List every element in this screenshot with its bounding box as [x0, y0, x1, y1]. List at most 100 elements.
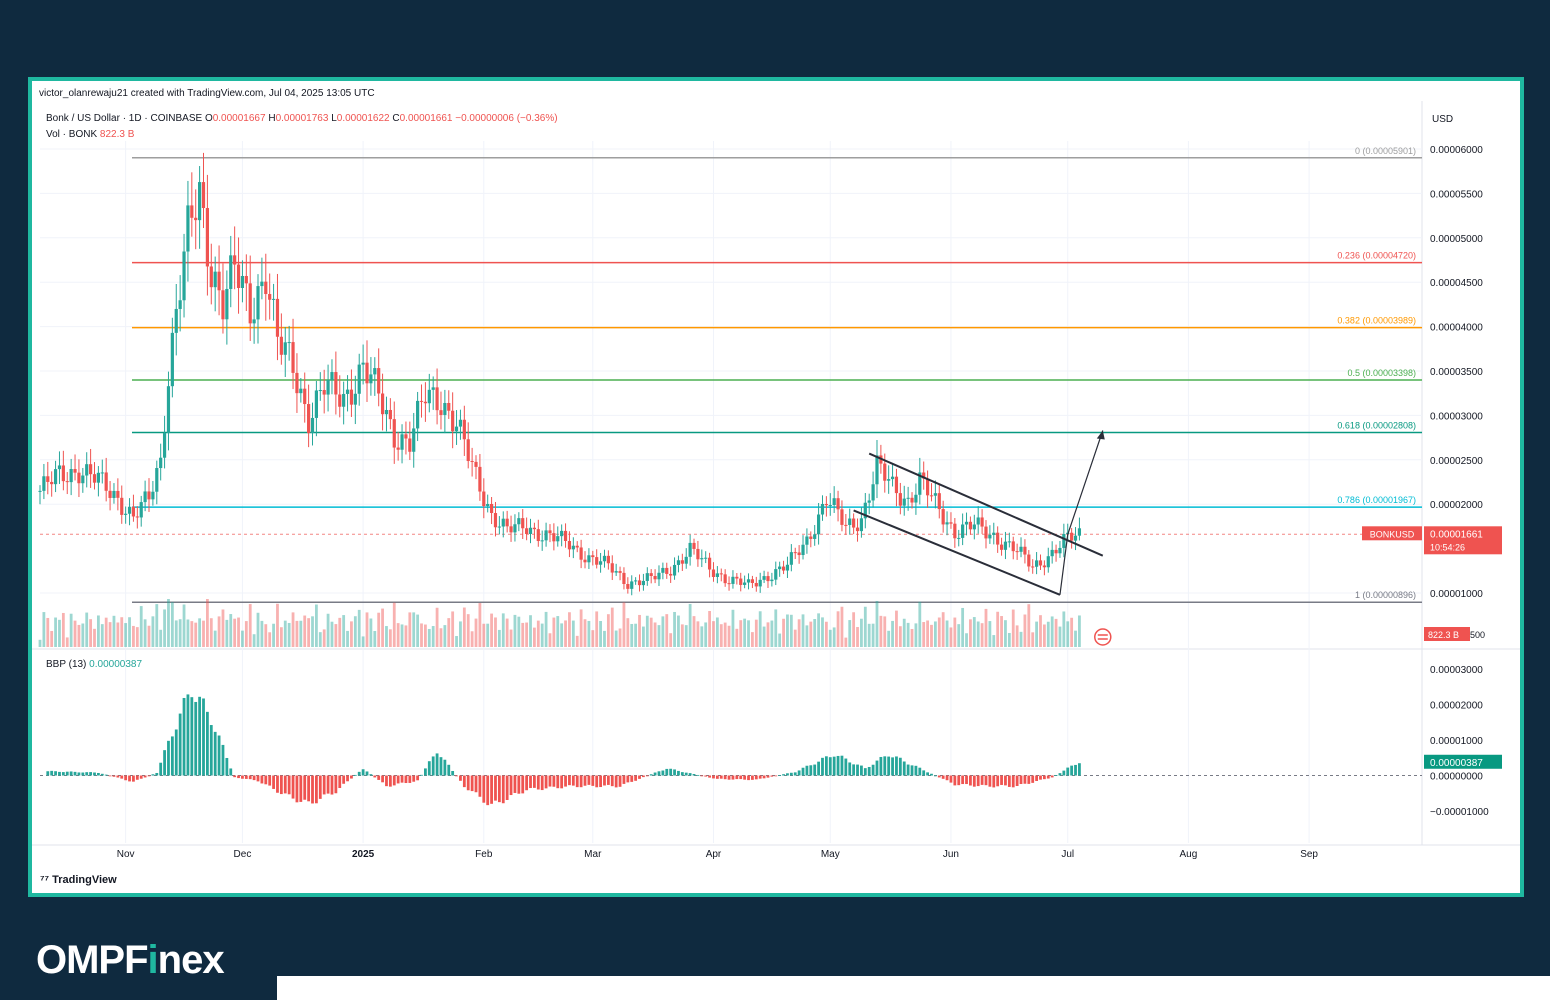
- bbp-bar: [178, 713, 182, 776]
- x-tick-label: Nov: [117, 849, 135, 860]
- bbp-bar: [719, 775, 723, 779]
- volume-bar: [930, 624, 933, 647]
- volume-bar: [860, 618, 863, 647]
- candle-body: [489, 503, 494, 514]
- bbp-bar: [190, 697, 194, 776]
- candle-body: [1050, 549, 1054, 557]
- volume-bar: [533, 627, 536, 647]
- candle-body: [295, 372, 299, 394]
- bbp-bar: [388, 775, 392, 787]
- bbp-bar: [205, 711, 209, 776]
- bbp-bar: [887, 756, 891, 776]
- volume-bar: [279, 627, 283, 647]
- candle-body: [933, 493, 937, 496]
- volume-bar: [603, 630, 606, 647]
- bbp-bar: [809, 765, 813, 776]
- bbp-bar: [727, 775, 731, 780]
- bbp-bar: [778, 775, 782, 776]
- bbp-badge-bg: [1424, 754, 1502, 769]
- candle-body: [996, 532, 1000, 545]
- volume-bar: [595, 611, 599, 647]
- bbp-bar: [373, 775, 377, 778]
- volume-bar: [272, 623, 275, 647]
- volume-bar: [844, 637, 848, 647]
- candle-body: [976, 517, 980, 525]
- volume-bar: [470, 631, 474, 647]
- bbp-bar: [529, 775, 532, 789]
- volume-bar: [155, 604, 159, 647]
- candle-body: [852, 518, 856, 528]
- bbp-bar: [276, 775, 279, 793]
- bbp-bar: [209, 725, 213, 776]
- candle-body: [618, 571, 622, 573]
- volume-bar: [762, 626, 766, 647]
- bbp-bar: [213, 731, 217, 776]
- volume-bar: [789, 614, 793, 647]
- bbp-bar: [427, 761, 431, 776]
- volume-bar: [871, 623, 875, 647]
- candle-body: [447, 402, 451, 411]
- bbp-bar: [1054, 775, 1058, 776]
- bbp-bar: [65, 771, 69, 776]
- bbp-bar: [174, 729, 178, 776]
- volume-bar: [147, 625, 151, 647]
- volume-bar: [346, 630, 349, 647]
- volume-bar: [836, 611, 840, 647]
- volume-bar: [291, 612, 295, 647]
- bbp-bar: [256, 775, 260, 782]
- volume-bar: [167, 599, 170, 647]
- x-tick-label: May: [821, 849, 840, 860]
- volume-bar: [96, 615, 100, 647]
- candle-body: [918, 472, 922, 495]
- bbp-bar: [490, 775, 493, 804]
- candle-body: [704, 557, 708, 559]
- bbp-bar: [346, 775, 349, 782]
- fib-level-label: 1 (0.00000896): [1355, 590, 1416, 600]
- bbp-bar: [828, 757, 832, 776]
- volume-bar: [54, 617, 57, 647]
- bbp-bar: [291, 775, 295, 799]
- volume-bar: [143, 619, 147, 647]
- candle-body: [715, 573, 719, 577]
- volume-bar: [599, 621, 602, 647]
- candle-body: [532, 527, 537, 530]
- volume-bar: [377, 612, 381, 647]
- volume-bar: [988, 621, 992, 647]
- candle-body: [92, 474, 97, 483]
- candle-body: [1070, 532, 1074, 541]
- bbp-bar: [334, 775, 338, 794]
- volume-bar: [459, 621, 462, 647]
- candle-body: [645, 573, 649, 581]
- candle-body: [369, 374, 373, 384]
- volume-bar: [536, 620, 540, 647]
- bbp-bar: [443, 759, 447, 776]
- bbp-bar: [735, 775, 739, 780]
- volume-bar: [252, 634, 256, 647]
- volume-bar: [217, 616, 221, 647]
- volume-bar: [782, 618, 785, 647]
- x-tick-label: Aug: [1180, 849, 1198, 860]
- volume-bar: [1023, 614, 1027, 647]
- volume-bar: [58, 619, 61, 647]
- volume-bar: [435, 607, 439, 647]
- candle-body: [626, 584, 630, 589]
- bbp-bar: [805, 765, 809, 776]
- volume-bar: [719, 624, 723, 647]
- volume-bar: [420, 623, 423, 647]
- volume-bar: [190, 621, 194, 647]
- candle-body: [198, 182, 202, 221]
- bbp-bar: [867, 766, 871, 776]
- y-tick-label: 0.00005000: [1430, 234, 1483, 245]
- volume-bar: [610, 607, 614, 647]
- bbp-bar: [770, 775, 774, 777]
- bbp-bar: [96, 772, 100, 776]
- candle-body: [81, 475, 85, 484]
- bbp-bar: [860, 765, 863, 776]
- bbp-bar: [459, 775, 462, 781]
- volume-bar: [587, 620, 591, 647]
- candle-body: [314, 390, 318, 418]
- candle-body: [571, 545, 575, 550]
- candle-body: [1058, 547, 1062, 554]
- volume-bar: [447, 618, 451, 647]
- volume-bar: [241, 630, 244, 647]
